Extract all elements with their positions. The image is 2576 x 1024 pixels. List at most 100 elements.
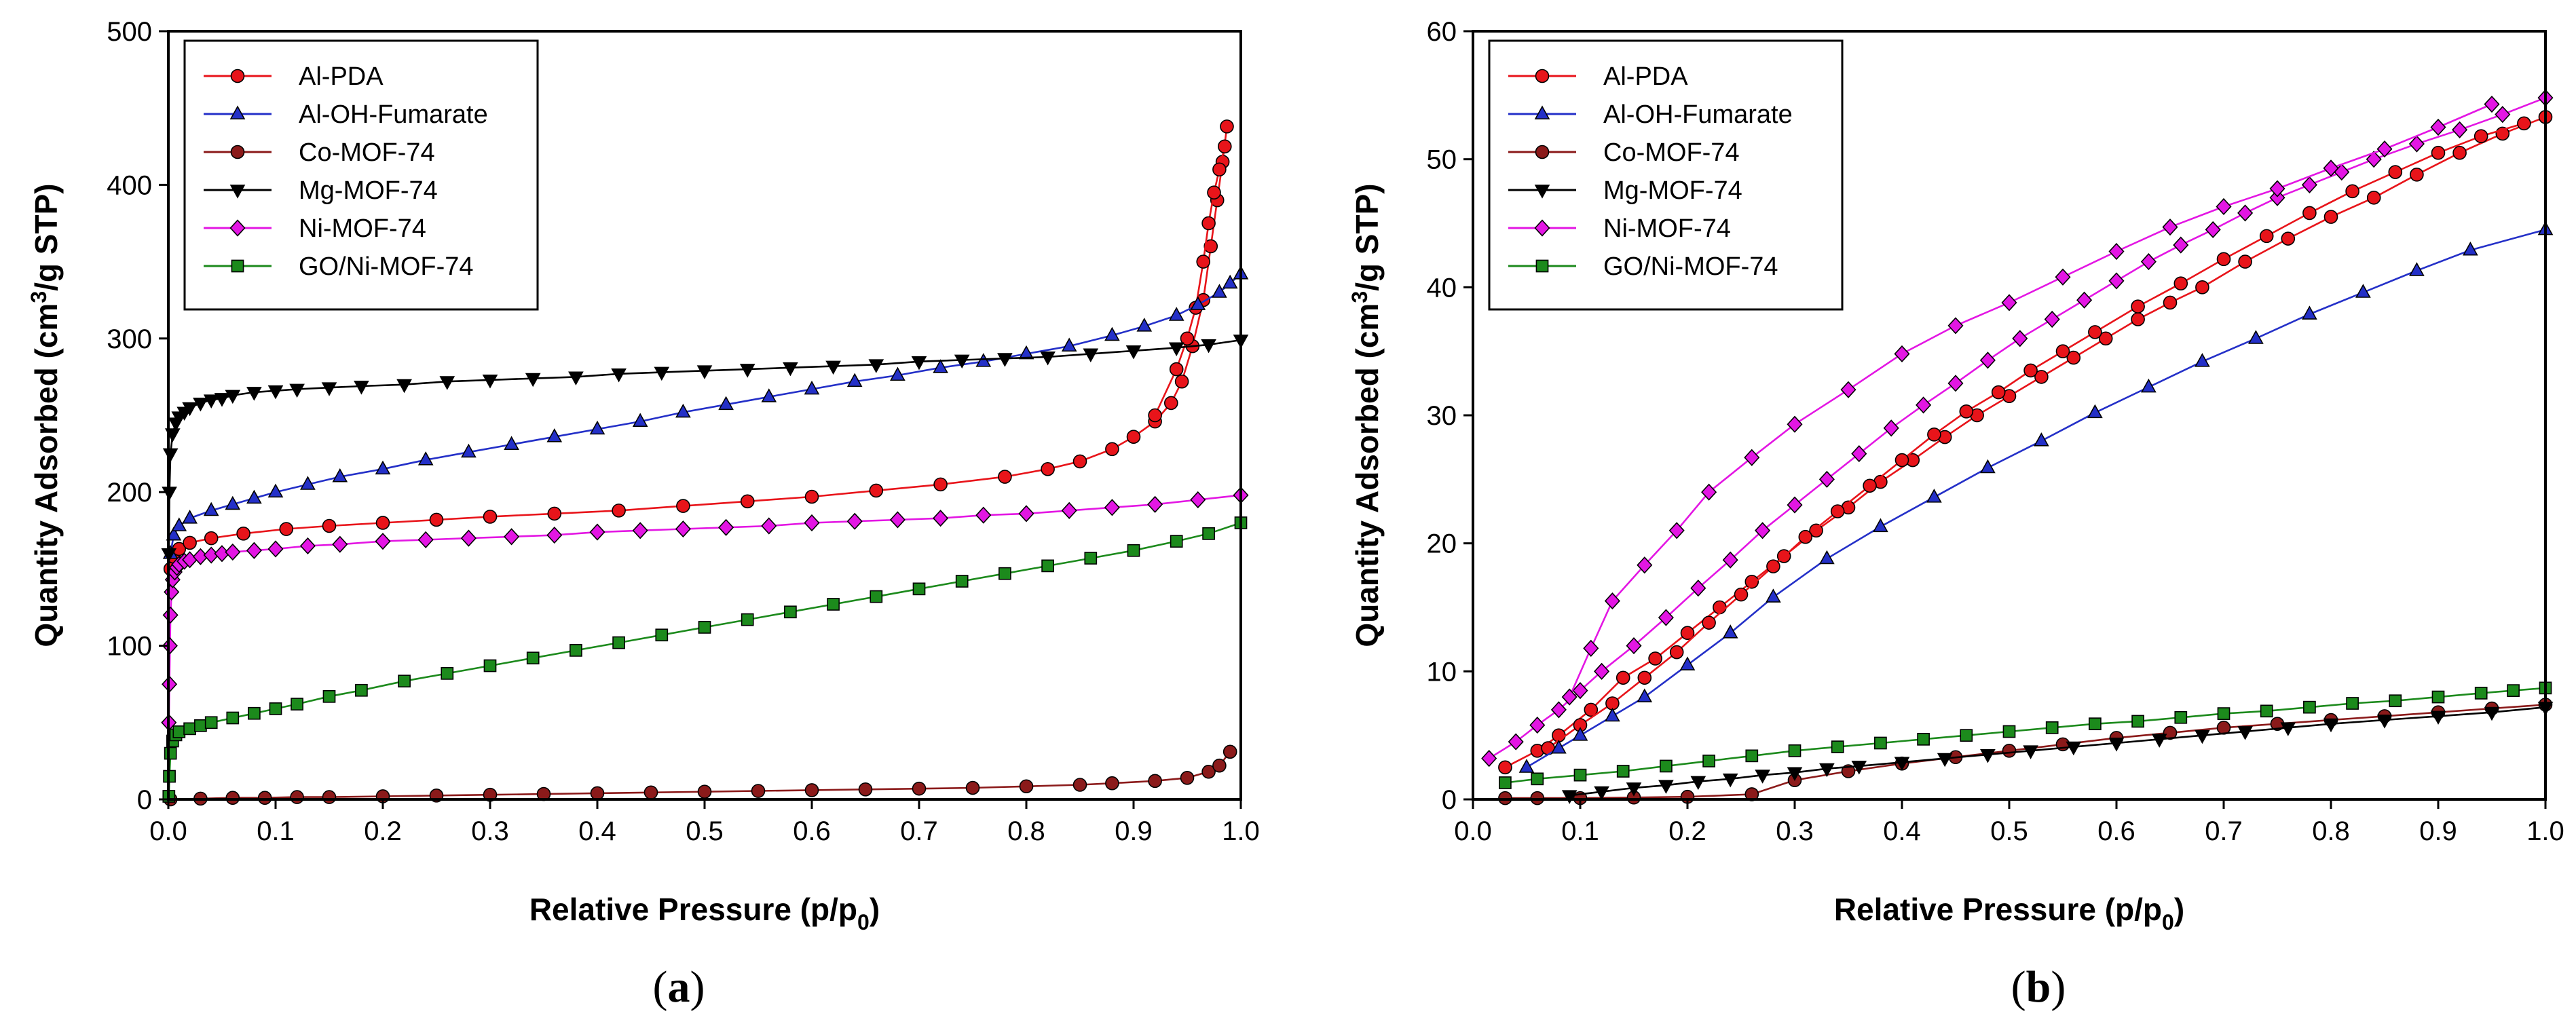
data-point-co-mof-74 [1019,779,1034,794]
data-point-al-oh-fumarate [166,527,182,541]
data-point-mg-mof-74 [162,448,179,463]
data-point-ni-mof-74 [1744,449,1760,466]
data-point-ni-mof-74 [2162,219,2178,236]
data-point-ni-mof-74 [162,606,179,624]
data-point-al-oh-fumarate [267,483,284,498]
data-point-ni-mof-74 [2484,95,2500,113]
panel-b-y-ticks: 0 10 20 30 40 50 60 [1427,17,1473,815]
legend-label-co-mof-74: Co-MOF-74 [299,138,435,167]
data-point-go-ni-mof-74 [655,628,669,642]
data-point-al-pda [1798,529,1813,544]
data-point-ni-mof-74 [1755,522,1771,539]
data-point-mg-mof-74 [2280,722,2296,736]
data-point-mg-mof-74 [2151,734,2167,748]
data-point-mg-mof-74 [868,359,884,373]
data-point-al-pda [2173,276,2188,290]
series-line-al-oh-fumarate-adsorption [169,273,1242,554]
data-point-ni-mof-74 [299,537,316,555]
panel-b-label: (b) [2011,962,2066,1012]
x-tick-label: 0.9 [1115,816,1153,846]
data-point-al-pda [2216,252,2231,267]
data-point-mg-mof-74 [1787,767,1803,781]
data-point-al-oh-fumarate [1190,296,1206,310]
data-point-go-ni-mof-74 [2431,690,2445,704]
data-point-ni-mof-74 [675,520,691,538]
data-point-al-pda [2034,370,2049,384]
data-point-ni-mof-74 [2055,268,2071,286]
x-tick-label: 0.1 [1561,816,1599,846]
data-point-go-ni-mof-74 [1573,768,1587,782]
data-point-mg-mof-74 [225,390,241,404]
data-point-al-oh-fumarate [2141,378,2157,393]
data-point-al-pda [1498,760,1512,775]
data-point-al-oh-fumarate [761,388,777,402]
x-tick-label: 0.5 [1990,816,2028,846]
data-point-al-pda [1637,670,1652,685]
data-point-al-pda [1766,559,1780,573]
x-tick-label: 0.6 [2097,816,2135,846]
series-mg-mof-74 [1561,702,2554,804]
data-point-al-pda [183,535,197,550]
data-point-ni-mof-74 [1947,317,1964,335]
data-point-al-pda [2195,280,2209,295]
data-point-ni-mof-74 [1481,750,1497,767]
data-point-ni-mof-74 [589,523,605,541]
data-point-co-mof-74 [1105,776,1119,791]
data-point-al-pda [1203,239,1218,254]
data-point-ni-mof-74 [1840,381,1856,398]
legend-label-ni-mof-74: Ni-MOF-74 [1603,214,1731,243]
legend-marker-mg-mof-74 [229,185,246,199]
data-point-ni-mof-74 [1894,345,1910,363]
data-point-al-pda [1991,385,2006,400]
data-point-al-pda [1809,523,1823,538]
data-point-al-pda [1196,254,1210,269]
x-tick-label: 0.0 [1454,816,1492,846]
panel-a-y-ticks: 0 100 200 300 400 500 [107,17,168,815]
data-point-go-ni-mof-74 [1831,740,1844,753]
data-point-go-ni-mof-74 [1127,544,1140,557]
data-point-mg-mof-74 [2195,729,2210,744]
data-point-ni-mof-74 [1883,419,1899,437]
data-point-ni-mof-74 [2301,176,2317,193]
data-point-al-pda [933,477,948,492]
data-point-go-ni-mof-74 [2507,684,2520,697]
data-point-mg-mof-74 [783,362,798,377]
panel-a-label: (a) [653,962,705,1012]
data-point-ni-mof-74 [1637,556,1653,574]
data-point-go-ni-mof-74 [2131,715,2144,728]
data-point-mg-mof-74 [1722,773,1738,788]
data-point-mg-mof-74 [1819,763,1835,778]
data-point-ni-mof-74 [2076,291,2093,309]
legend-marker-go-ni-mof-74 [1535,259,1549,273]
data-point-al-pda [236,527,250,541]
data-point-go-ni-mof-74 [827,598,840,611]
x-tick-label: 1.0 [1222,816,1260,846]
data-point-mg-mof-74 [954,354,970,369]
data-point-ni-mof-74 [1818,470,1835,488]
data-point-co-mof-74 [643,785,658,800]
data-point-al-pda [2474,129,2488,144]
data-point-ni-mof-74 [1550,701,1567,719]
series-mg-mof-74 [161,335,1249,563]
data-point-ni-mof-74 [1561,688,1578,706]
series-go-ni-mof-74 [162,516,1248,803]
data-point-ni-mof-74 [2173,236,2189,254]
data-point-ni-mof-74 [761,517,777,535]
data-point-al-oh-fumarate [2355,284,2371,298]
data-point-ni-mof-74 [225,543,241,561]
data-point-ni-mof-74 [460,529,477,547]
y-tick-label: 0 [1442,785,1457,815]
data-point-mg-mof-74 [1894,757,1910,771]
data-point-co-mof-74 [1212,758,1227,773]
data-point-al-oh-fumarate [2195,353,2210,367]
data-point-al-oh-fumarate [1061,337,1077,352]
data-point-go-ni-mof-74 [2002,725,2016,738]
data-point-al-pda [1220,119,1234,134]
x-tick-label: 0.6 [793,816,831,846]
data-point-go-ni-mof-74 [1660,759,1673,773]
data-point-go-ni-mof-74 [1499,776,1512,789]
data-point-mg-mof-74 [203,394,219,409]
data-point-al-pda [2066,350,2081,365]
data-point-go-ni-mof-74 [2303,700,2316,714]
